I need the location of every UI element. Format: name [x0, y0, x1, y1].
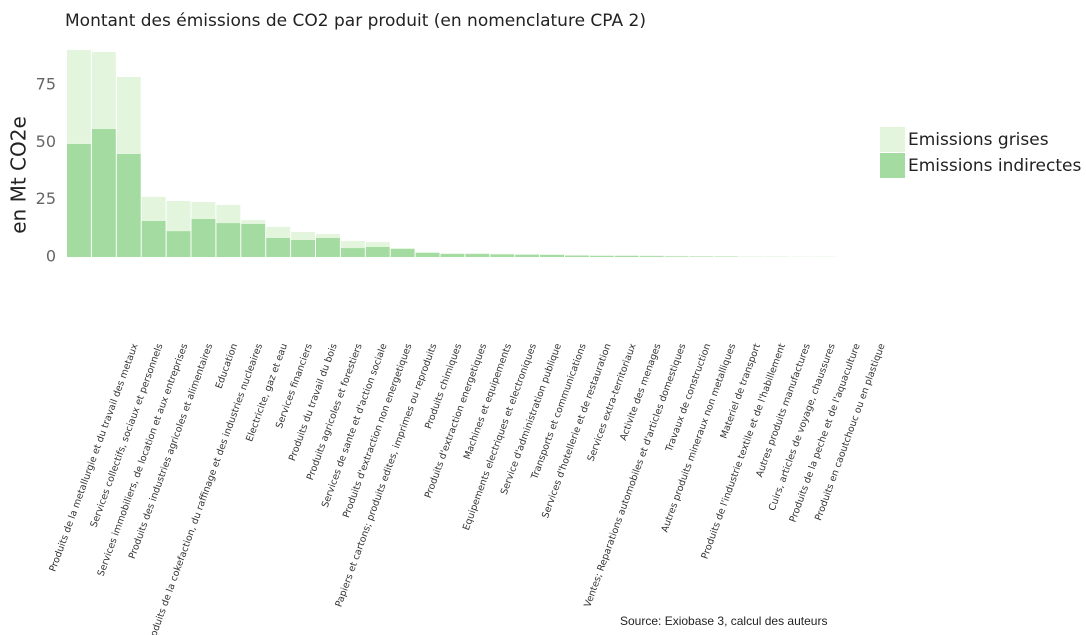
bar-segment	[515, 254, 540, 257]
legend-swatch	[880, 153, 905, 178]
bar-segment	[316, 234, 340, 238]
legend-label: Emissions indirectes	[908, 156, 1081, 176]
bar-segment	[614, 255, 639, 256]
bar-segment	[340, 240, 365, 249]
y-tick-label: 75	[36, 74, 56, 93]
bar-segment	[415, 251, 440, 253]
bar-segment	[191, 201, 216, 219]
bar-segment	[365, 246, 390, 257]
x-tick-label: Education	[214, 342, 241, 390]
legend-swatch	[880, 127, 905, 152]
bar-segment	[266, 237, 291, 257]
bar-segment	[316, 237, 340, 257]
bar-segment	[116, 76, 141, 155]
y-tick-label: 25	[36, 189, 56, 208]
bar-segment	[67, 49, 91, 144]
bar-segment	[166, 201, 191, 232]
bar-segment	[116, 154, 141, 257]
bar-segment	[614, 255, 639, 257]
bar-segment	[565, 255, 589, 257]
bar-segment	[141, 196, 166, 221]
bar-segment	[91, 51, 116, 130]
bar-segment	[639, 256, 664, 257]
bar-segment	[91, 129, 116, 257]
bar-segment	[291, 240, 315, 257]
bar-segment	[415, 252, 440, 257]
bar-segment	[440, 254, 465, 257]
bar-segment	[141, 220, 166, 257]
bar-segment	[266, 226, 291, 238]
legend-label: Emissions grises	[908, 130, 1049, 150]
y-tick-label: 0	[46, 247, 56, 266]
source: Source: Exiobase 3, calcul des auteurs	[620, 614, 827, 628]
bar-segment	[216, 223, 241, 257]
bar-segment	[515, 254, 540, 255]
bar-segment	[490, 253, 515, 255]
bar-segment	[589, 255, 614, 257]
x-tick-label: Produits de la metallurgie et du travail…	[47, 342, 140, 574]
bar-segment	[216, 204, 241, 224]
bar-segment	[540, 254, 564, 257]
bar-segment	[664, 256, 689, 257]
bar-segment	[67, 143, 91, 257]
bar-segment	[565, 254, 589, 256]
y-axis-label: en Mt CO2e	[7, 116, 31, 234]
y-tick-label: 50	[36, 132, 56, 151]
bar-segment	[365, 242, 390, 247]
bar-segment	[166, 231, 191, 257]
bar-segment	[291, 232, 315, 241]
bar-segment	[465, 254, 490, 257]
bar-segment	[241, 220, 266, 224]
bar-segment	[241, 223, 266, 257]
bar-segment	[191, 218, 216, 257]
bar-segment	[540, 254, 564, 255]
bar-segment	[340, 248, 365, 257]
bar-segment	[390, 248, 415, 249]
bar-segment	[440, 253, 465, 255]
bar-segment	[390, 248, 415, 257]
bar-segment	[490, 254, 515, 257]
bar-segment	[465, 253, 490, 255]
chart-title: Montant des émissions de CO2 par produit…	[65, 11, 646, 31]
bar-segment	[589, 255, 614, 256]
